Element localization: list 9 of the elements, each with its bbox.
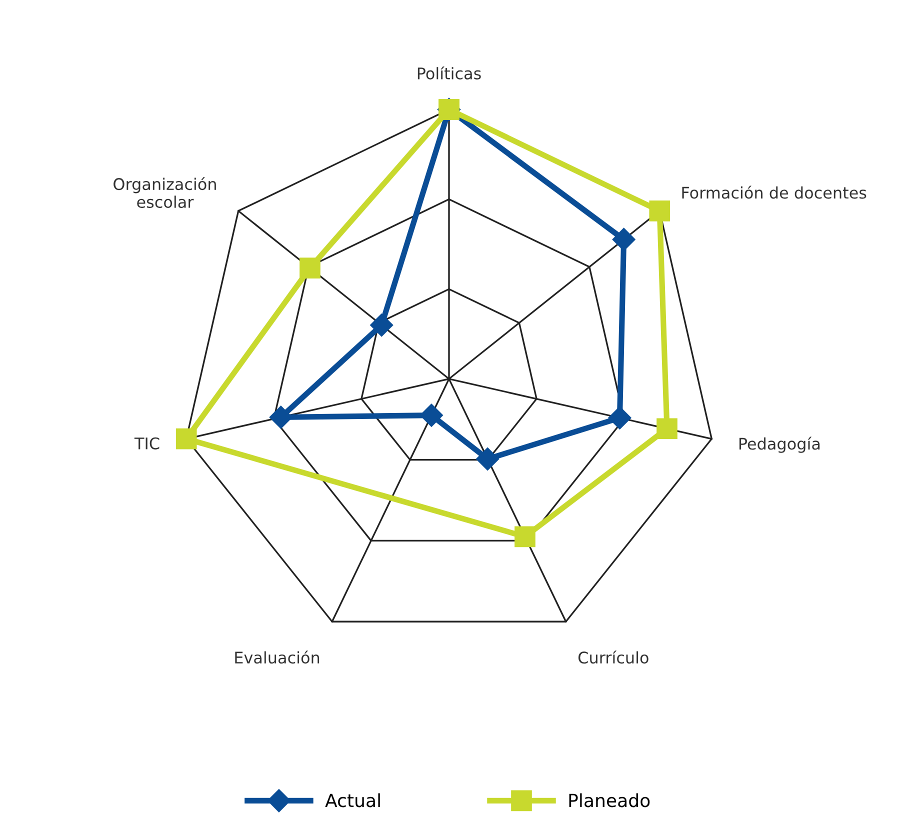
- legend-label: Actual: [325, 793, 380, 808]
- spoke-label: Formación de docentes: [682, 186, 866, 199]
- spoke-label: Currículo: [578, 650, 648, 664]
- spoke-label: TIC: [134, 437, 160, 450]
- spoke-label: Pedagogía: [739, 436, 820, 453]
- spoke-label: Organización escolar: [114, 177, 216, 208]
- spoke-label: Evaluación: [235, 650, 320, 664]
- spoke-label: Políticas: [418, 66, 481, 80]
- legend-label: Planeado: [569, 793, 650, 808]
